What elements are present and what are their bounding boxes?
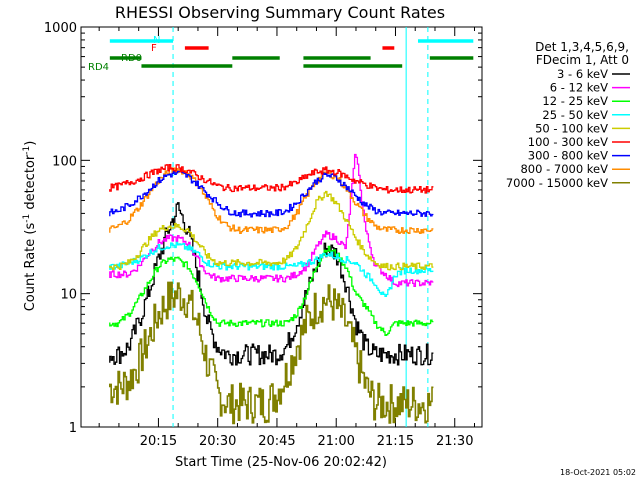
- x-axis-label: Start Time (25-Nov-06 20:02:42): [175, 455, 387, 470]
- legend: Det 1,3,4,5,6,9, FDecim 1, Att 0 3 - 6 k…: [506, 40, 630, 190]
- legend-entry-label: 300 - 800 keV: [528, 149, 608, 163]
- series-line: [109, 164, 434, 194]
- x-tick-label: 21:00: [317, 434, 354, 449]
- y-axis-label-mid: detector: [23, 154, 38, 214]
- flag-label: N: [153, 35, 160, 46]
- series-line: [109, 281, 434, 425]
- y-axis-label-sup1: -1: [22, 214, 32, 223]
- y-axis-label-suffix: ): [23, 141, 38, 146]
- legend-entry-label: 100 - 300 keV: [528, 135, 608, 149]
- flag-label: RD4: [88, 62, 109, 73]
- legend-entry-label: 25 - 50 keV: [542, 108, 608, 122]
- legend-entry-label: 12 - 25 keV: [542, 94, 608, 108]
- y-tick-label: 10: [60, 288, 77, 303]
- y-axis-label: Count Rate (s-1 detector-1): [22, 141, 38, 312]
- legend-entry-label: 800 - 7000 keV: [520, 162, 608, 176]
- legend-entry-label: 7000 - 15000 keV: [506, 176, 608, 190]
- x-tick-label: 21:15: [377, 434, 414, 449]
- y-tick-label: 100: [52, 154, 77, 169]
- x-tick-label: 21:30: [436, 434, 473, 449]
- series-line: [109, 202, 434, 366]
- y-axis-label-sup2: -1: [22, 146, 32, 155]
- legend-header-line2: FDecim 1, Att 0: [536, 53, 629, 67]
- status-flags: NF RD0 RD4: [88, 35, 474, 73]
- x-tick-label: 20:45: [258, 434, 295, 449]
- series-line: [109, 245, 434, 336]
- y-axis-label-prefix: Count Rate (s: [23, 223, 38, 312]
- legend-entry-label: 50 - 100 keV: [535, 121, 608, 135]
- series-layer: [109, 153, 434, 425]
- series-line: [109, 170, 434, 218]
- axis-ticks: [81, 27, 482, 428]
- y-tick-label: 1: [69, 421, 77, 436]
- x-tick-labels: 20:15 20:30 20:45 21:00 21:15 21:30: [140, 434, 474, 449]
- chart-title: RHESSI Observing Summary Count Rates: [115, 3, 445, 22]
- footer-timestamp: 18-Oct-2021 05:02: [560, 468, 636, 477]
- series-line: [109, 241, 434, 298]
- y-tick-labels: 1 10 100 1000: [44, 21, 77, 436]
- plot-frame: [80, 26, 483, 428]
- flag-label: F: [151, 43, 157, 54]
- series-line: [109, 190, 434, 271]
- legend-header-line1: Det 1,3,4,5,6,9,: [535, 40, 629, 54]
- legend-entry-label: 6 - 12 keV: [550, 81, 608, 95]
- legend-entry-label: 3 - 6 keV: [557, 67, 608, 81]
- y-tick-label: 1000: [44, 21, 77, 36]
- x-tick-label: 20:30: [199, 434, 236, 449]
- x-tick-label: 20:15: [140, 434, 177, 449]
- flag-label: RD0: [121, 53, 142, 64]
